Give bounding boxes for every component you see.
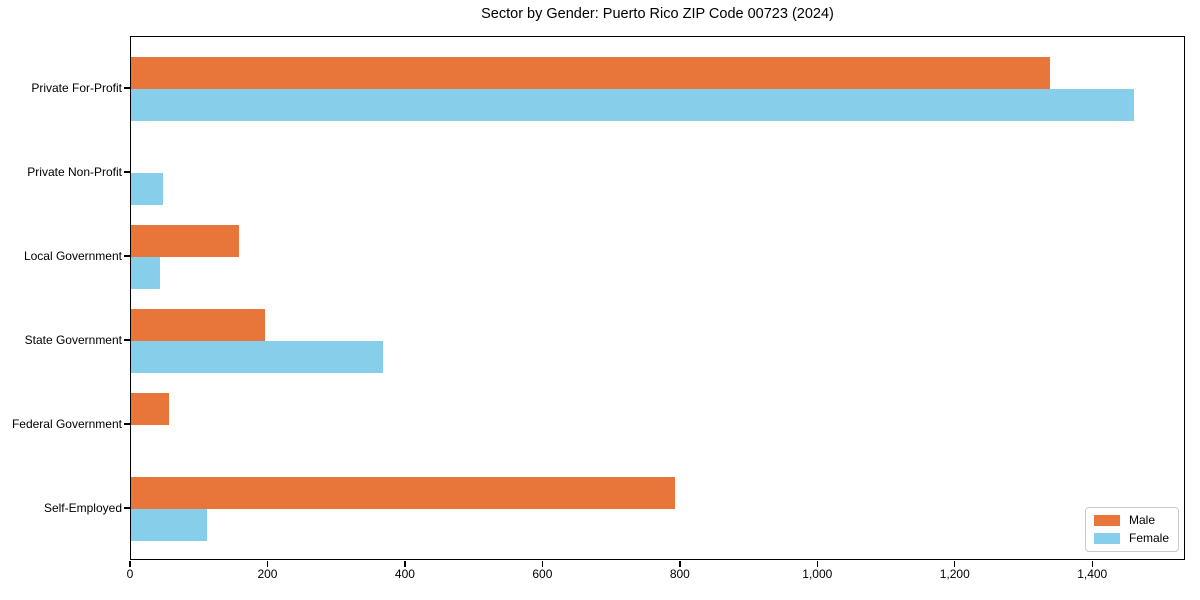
y-axis-label: Federal Government — [11, 417, 122, 431]
female-bar — [131, 341, 383, 373]
x-tick-mark — [954, 561, 956, 567]
female-color-swatch — [1093, 533, 1120, 544]
plot-area: Male Female — [130, 36, 1185, 560]
x-tick-mark — [404, 561, 406, 567]
x-tick-mark — [266, 561, 269, 567]
male-bar — [131, 477, 675, 509]
y-axis-labels: Private For-Profit Private Non-Profit Loca… — [0, 36, 122, 560]
legend-label-male: Male — [1128, 513, 1155, 527]
y-tick-mark — [124, 507, 130, 509]
x-tick-mark — [1091, 561, 1093, 567]
male-color-swatch — [1093, 515, 1120, 526]
female-bar — [131, 89, 1134, 121]
male-bar — [131, 57, 1051, 89]
legend-item-male: Male — [1093, 513, 1169, 527]
x-tick-label: 1,000 — [802, 567, 833, 581]
x-tick-mark — [679, 561, 681, 567]
y-tick-mark — [124, 339, 130, 341]
male-bar — [131, 225, 240, 257]
legend: Male Female — [1084, 507, 1179, 552]
x-tick-label: 1,200 — [939, 567, 970, 581]
y-tick-mark — [124, 423, 130, 425]
female-bar — [131, 257, 161, 289]
legend-label-female: Female — [1128, 531, 1169, 545]
x-tick-mark — [541, 561, 544, 567]
female-bar — [131, 509, 208, 541]
y-axis-label: State Government — [24, 333, 122, 347]
male-bar — [131, 393, 169, 425]
y-tick-mark — [124, 255, 130, 257]
x-axis-tick-labels: 0 200 400 600 800 1,000 1,200 1,400 — [126, 567, 1185, 585]
legend-item-female: Female — [1093, 531, 1169, 545]
y-tick-mark — [124, 171, 130, 173]
x-tick-mark — [129, 561, 131, 567]
x-axis-tick-marks — [129, 561, 1185, 567]
y-axis-label: Self-Employed — [43, 501, 122, 515]
y-axis-tick-marks — [124, 36, 130, 560]
y-axis-label: Private For-Profit — [31, 81, 122, 95]
x-tick-mark — [816, 561, 818, 567]
x-tick-label: 800 — [669, 567, 690, 581]
chart-title: Sector by Gender: Puerto Rico ZIP Code 0… — [481, 6, 834, 22]
x-tick-label: 400 — [394, 567, 415, 581]
y-axis-label: Local Government — [23, 249, 122, 263]
y-axis-label: Private Non-Profit — [27, 165, 122, 179]
female-bar — [131, 173, 164, 205]
x-tick-label: 0 — [126, 567, 134, 581]
x-tick-label: 1,400 — [1077, 567, 1108, 581]
x-tick-label: 200 — [257, 567, 278, 581]
y-tick-mark — [124, 87, 130, 89]
male-bar — [131, 309, 266, 341]
x-tick-label: 600 — [532, 567, 553, 581]
